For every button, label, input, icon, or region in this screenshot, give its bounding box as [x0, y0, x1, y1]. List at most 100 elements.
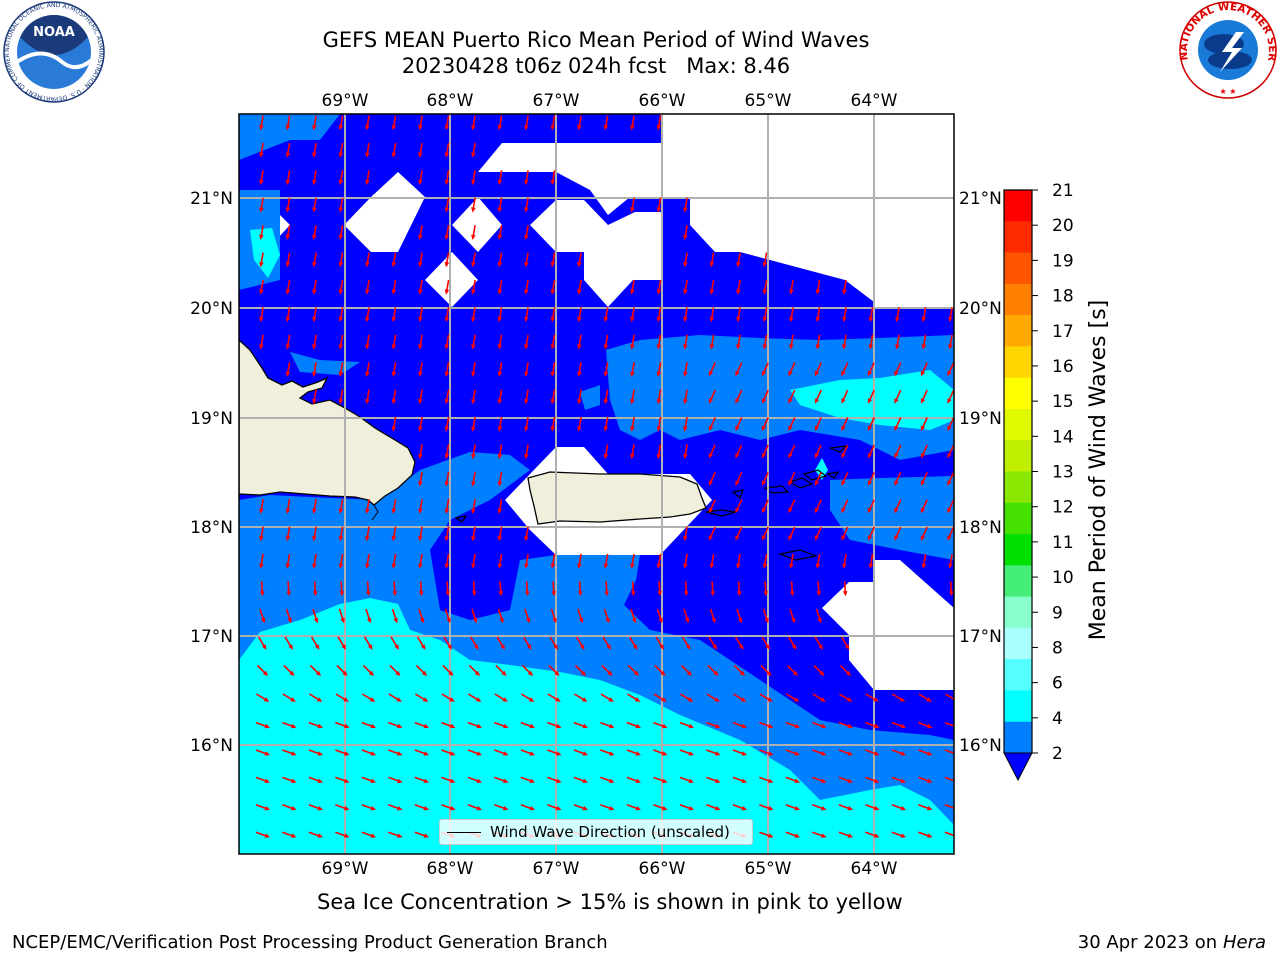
wind-arrow-head — [842, 289, 847, 295]
wind-arrow-head — [926, 697, 932, 702]
svg-text:★ ★: ★ ★ — [1220, 87, 1237, 96]
wind-arrow-head — [497, 289, 503, 295]
wind-arrow-head — [688, 723, 694, 729]
wind-arrow-head — [397, 778, 403, 783]
wind-arrow-head — [344, 723, 350, 729]
wind-arrow-head — [947, 507, 952, 514]
wind-arrow-head — [421, 670, 427, 676]
wind-arrow-head — [900, 751, 906, 756]
wind-arrow-head — [635, 723, 641, 729]
wind-arrow-head — [285, 508, 291, 514]
colorbar-segment — [1004, 690, 1032, 723]
wind-arrow-head — [630, 316, 635, 323]
wind-arrow-head — [656, 344, 662, 350]
lat-labels-right: 21°N 20°N 19°N 18°N 17°N 16°N — [959, 189, 1002, 756]
wind-arrow-head — [446, 617, 451, 624]
wind-arrow-head — [766, 670, 772, 676]
wind-arrow-head — [604, 591, 609, 597]
wind-arrow-head — [894, 535, 899, 541]
wind-arrow-head — [867, 370, 873, 377]
noaa-logo-text: NOAA — [33, 25, 75, 40]
wind-arrow-head — [847, 778, 853, 783]
wind-arrow-head — [312, 152, 317, 158]
wind-arrow-head — [899, 697, 906, 702]
lon-label-bottom: 67°W — [533, 859, 580, 879]
wind-arrow-head — [735, 453, 740, 459]
wind-arrow-head — [556, 751, 562, 756]
wind-arrow-head — [391, 289, 397, 295]
wind-arrow-head — [370, 833, 376, 838]
lat-label-right: 21°N — [959, 189, 1002, 209]
wind-arrow-head — [582, 806, 588, 811]
wind-arrow-head — [550, 316, 556, 323]
wind-arrow-head — [449, 697, 455, 702]
wind-arrow-head — [260, 617, 266, 624]
wind-arrow-head — [815, 344, 821, 350]
lat-label-right: 17°N — [959, 627, 1002, 647]
wind-arrow-head — [683, 426, 688, 432]
wind-arrow-head — [789, 289, 794, 295]
wind-arrow-head — [709, 289, 715, 295]
lon-labels-top: 69°W 68°W 67°W 66°W 65°W 64°W — [322, 91, 898, 111]
wind-arrow-head — [259, 152, 264, 158]
wind-arrow-head — [524, 207, 529, 213]
wind-arrow-head — [264, 778, 270, 783]
wind-arrow-head — [894, 507, 899, 514]
wind-arrow-head — [444, 426, 450, 432]
wind-arrow-head — [761, 535, 767, 541]
wind-arrow-head — [365, 371, 370, 377]
wind-arrow-head — [768, 806, 774, 811]
lon-label-bottom: 69°W — [322, 859, 369, 879]
wind-arrow-head — [391, 508, 397, 514]
wind-arrow-head — [736, 344, 741, 350]
wind-arrow-head — [338, 234, 344, 240]
wind-arrow-head — [344, 833, 350, 838]
wind-arrow-head — [344, 806, 350, 811]
wind-arrow-head — [418, 234, 423, 240]
wind-arrow-head — [603, 399, 609, 405]
wind-arrow-head — [815, 289, 821, 295]
wind-arrow-head — [391, 125, 397, 131]
wind-arrow-head — [338, 563, 344, 569]
wind-arrow-head — [476, 751, 482, 756]
wind-arrow-head — [339, 591, 344, 597]
wind-arrow-head — [894, 425, 899, 432]
wind-arrow-head — [471, 152, 476, 158]
wind-arrow-head — [712, 644, 717, 650]
sea-ice-caption: Sea Ice Concentration > 15% is shown in … — [317, 890, 903, 914]
wind-arrow-head — [497, 207, 503, 213]
wind-arrow-head — [792, 670, 798, 676]
colorbar-tick-label: 8 — [1052, 638, 1063, 658]
wind-arrow-head — [738, 644, 744, 650]
wind-arrow-head — [285, 289, 291, 295]
noaa-logo: NATIONAL OCEANIC AND ATMOSPHERIC ADMINIS… — [2, 0, 105, 103]
wind-arrow-head — [821, 833, 827, 838]
wind-arrow-head — [498, 591, 503, 597]
wind-arrow-head — [709, 262, 715, 268]
wind-arrow-head — [768, 751, 774, 756]
wind-arrow-head — [818, 644, 823, 650]
wind-arrow-head — [527, 670, 533, 676]
wind-arrow-head — [285, 536, 291, 542]
wind-arrow-head — [471, 536, 476, 542]
wind-arrow-head — [921, 563, 927, 569]
wind-arrow-head — [497, 344, 503, 350]
wind-arrow-head — [447, 644, 452, 650]
wind-arrow-head — [632, 644, 638, 650]
wind-arrow-head — [395, 670, 401, 676]
wind-arrow-head — [714, 697, 720, 702]
wind-arrow-head — [761, 370, 767, 377]
wind-arrow-head — [418, 371, 423, 377]
wind-arrow-head — [894, 398, 899, 404]
wind-arrow-head — [497, 481, 503, 487]
wind-arrow-head — [338, 508, 344, 514]
colorbar-segment — [1004, 627, 1032, 660]
wind-arrow-head — [736, 316, 741, 323]
wind-arrow-head — [550, 344, 556, 350]
wind-arrow-head — [603, 125, 609, 131]
wind-arrow-head — [262, 670, 268, 676]
wind-arrow-head — [503, 778, 509, 783]
wind-arrow-head — [815, 563, 821, 569]
